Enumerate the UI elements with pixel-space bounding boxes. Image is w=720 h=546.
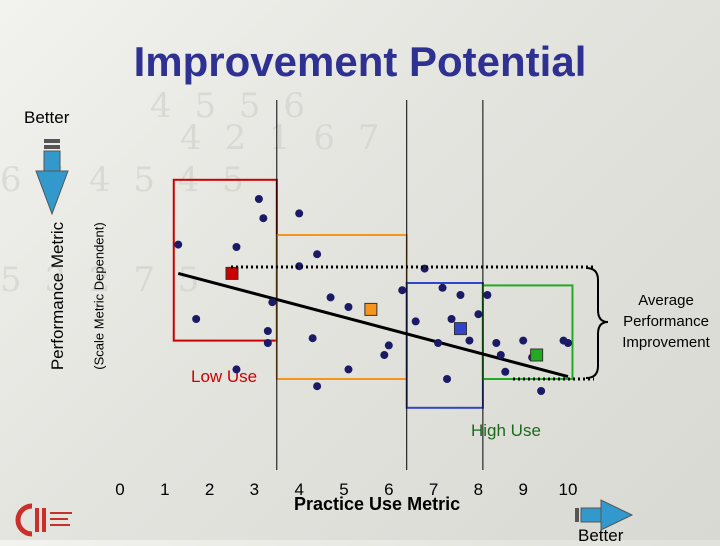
data-point (501, 367, 510, 376)
right-arrow-icon (575, 499, 634, 531)
data-point (443, 375, 452, 383)
data-point (254, 195, 263, 203)
down-arrow-icon (35, 139, 69, 216)
data-point (232, 243, 241, 251)
data-point (344, 303, 353, 311)
x-tick-label: 0 (115, 480, 124, 499)
better-label-vertical: Better (24, 108, 70, 127)
data-point (492, 339, 501, 347)
data-point (474, 310, 483, 319)
background-numerals: 4 5 5 6 (150, 86, 311, 126)
data-point (447, 315, 456, 323)
high-use-label: High Use (471, 421, 541, 440)
data-point (268, 298, 277, 307)
data-point (496, 351, 505, 359)
group-dividers (276, 100, 484, 470)
group-mean-marker (364, 302, 378, 316)
x-tick-label: 4 (294, 480, 303, 499)
data-point (313, 382, 322, 391)
x-tick-label: 3 (250, 480, 259, 499)
data-point (519, 336, 528, 345)
group-mean-marker (225, 266, 239, 280)
data-point (232, 365, 241, 374)
data-point (380, 351, 389, 359)
data-point (564, 339, 572, 347)
data-points (174, 195, 572, 395)
data-point (263, 327, 272, 335)
data-point (438, 283, 447, 292)
low-use-label: Low Use (191, 367, 258, 386)
background-numerals: 5 3 2 7 5 (0, 260, 206, 300)
data-point (295, 209, 304, 218)
data-point (483, 291, 492, 299)
data-point (434, 339, 443, 347)
data-point (313, 250, 322, 259)
group-means (225, 266, 544, 362)
data-point (326, 293, 335, 302)
x-tick-label: 5 (339, 480, 348, 499)
average-improvement-annotation: Average Performance Improvement (622, 292, 710, 351)
data-point (263, 339, 272, 347)
improvement-brace (585, 267, 609, 379)
x-tick-labels: 0 1 2 3 4 5 6 7 8 9 10 (115, 480, 577, 499)
trend-line (177, 271, 569, 379)
data-point (465, 336, 474, 345)
cii-logo (15, 503, 72, 537)
data-point (398, 286, 407, 295)
x-tick-label: 1 (160, 480, 169, 499)
x-tick-label: 9 (518, 480, 527, 499)
page-title: Improvement Potential (133, 38, 587, 85)
group-mean-marker (530, 348, 544, 362)
x-tick-label: 8 (474, 480, 483, 499)
group-boxes (172, 178, 574, 409)
x-axis-label: Practice Use Metric (294, 494, 461, 514)
data-point (411, 317, 420, 326)
x-tick-label: 7 (429, 480, 438, 499)
data-point (308, 334, 317, 343)
background-numerals: 4 2 1 6 7 (180, 118, 386, 158)
data-point (344, 365, 353, 374)
data-point (259, 214, 268, 223)
trend-layer (177, 271, 569, 379)
group-box (172, 178, 278, 342)
data-point (456, 291, 465, 299)
x-tick-label: 6 (384, 480, 393, 499)
x-tick-label: 10 (559, 480, 578, 499)
group-mean-marker (453, 322, 467, 336)
data-point (384, 341, 393, 350)
x-tick-label: 2 (205, 480, 214, 499)
data-point (174, 240, 183, 249)
data-point (192, 315, 201, 323)
data-point (537, 387, 546, 395)
